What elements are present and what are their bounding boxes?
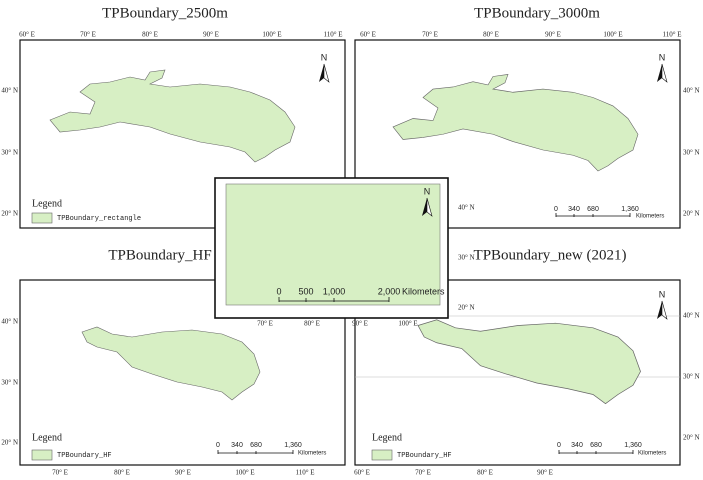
scale-label: 680 <box>587 206 599 213</box>
lon-label: 60° E <box>19 31 35 39</box>
panel-title: TPBoundary_new (2021) <box>474 247 627 263</box>
lat-label: 40° N <box>683 312 700 320</box>
lon-label: 70° E <box>257 320 273 328</box>
legend-swatch <box>31 449 53 461</box>
scale-label: 2,000 <box>378 286 401 296</box>
lat-label: 20° N <box>1 439 18 447</box>
scale-bar <box>555 213 631 217</box>
lon-label: 100° E <box>398 320 417 328</box>
scale-label: 340 <box>571 442 583 449</box>
legend-title: Legend <box>32 432 62 443</box>
lat-label: 20° N <box>1 210 18 218</box>
lat-label: 30° N <box>683 149 700 157</box>
lon-label: 70° E <box>415 469 431 477</box>
lon-label: 90° E <box>203 31 219 39</box>
legend-title: Legend <box>372 432 402 443</box>
lon-label: 80° E <box>114 469 130 477</box>
inset: 40° N 30° N 20° N 70° E 80° E 90° E 100°… <box>214 177 475 328</box>
lon-label: 90° E <box>537 469 553 477</box>
lon-label: 90° E <box>545 31 561 39</box>
north-arrow <box>657 64 662 82</box>
inset-rectangle <box>225 183 441 306</box>
legend-swatch <box>371 449 393 461</box>
lat-label: 40° N <box>1 318 18 326</box>
panel-title: TPBoundary_HF <box>108 247 211 263</box>
scale-label: 0 <box>557 442 561 449</box>
lon-label: 60° E <box>354 469 370 477</box>
scale-unit: Kilometers <box>402 286 445 296</box>
scale-unit: Kilometers <box>638 451 666 457</box>
scale-label: 680 <box>250 442 262 449</box>
scale-bar <box>558 450 634 454</box>
scale-label: 340 <box>568 206 580 213</box>
lat-label: 30° N <box>683 373 700 381</box>
legend-item: TPBoundary_rectangle <box>57 215 141 223</box>
scale-label: 0 <box>554 206 558 213</box>
lat-label: 30° N <box>458 254 475 262</box>
scale-bar <box>217 450 294 454</box>
lon-label: 100° E <box>603 31 622 39</box>
north-arrow <box>422 198 427 216</box>
north-arrow: N <box>659 52 666 62</box>
lat-label: 30° N <box>1 379 18 387</box>
scale-label: 500 <box>298 286 313 296</box>
lon-label: 60° E <box>360 31 376 39</box>
north-arrow <box>319 64 324 82</box>
north-arrow: N <box>321 52 328 62</box>
scale-unit: Kilometers <box>298 451 326 457</box>
lat-label: 20° N <box>683 210 700 218</box>
scale-label: 340 <box>231 442 243 449</box>
lat-label: 40° N <box>1 87 18 95</box>
north-arrow <box>426 197 433 217</box>
panel-title: TPBoundary_3000m <box>474 5 600 21</box>
lat-label: 40° N <box>683 87 700 95</box>
lon-label: 80° E <box>142 31 158 39</box>
scale-label: 1,360 <box>624 442 642 449</box>
lon-label: 100° E <box>262 31 281 39</box>
scale-label: 1,360 <box>621 206 639 213</box>
scale-unit: Kilometers <box>636 214 664 220</box>
north-arrow: N <box>424 186 431 196</box>
north-arrow <box>661 300 668 320</box>
lon-label: 70° E <box>52 469 68 477</box>
legend-item: TPBoundary_HF <box>57 452 112 460</box>
north-arrow: N <box>659 289 666 299</box>
lon-label: 90° E <box>175 469 191 477</box>
lon-label: 80° E <box>477 469 493 477</box>
scale-label: 0 <box>216 442 220 449</box>
scale-label: 680 <box>590 442 602 449</box>
legend-item: TPBoundary_HF <box>397 452 452 460</box>
scale-bar <box>278 297 390 302</box>
lat-label: 20° N <box>683 434 700 442</box>
lon-label: 70° E <box>422 31 438 39</box>
north-arrow <box>657 301 662 319</box>
legend-title: Legend <box>32 198 62 209</box>
lon-label: 70° E <box>80 31 96 39</box>
lon-label: 90° E <box>352 320 368 328</box>
lon-label: 80° E <box>483 31 499 39</box>
lon-label: 110° E <box>662 31 681 39</box>
scale-label: 0 <box>276 286 281 296</box>
lon-label: 110° E <box>323 31 342 39</box>
lon-label: 100° E <box>235 469 254 477</box>
scale-label: 1,000 <box>323 286 346 296</box>
north-arrow <box>323 63 330 83</box>
north-arrow <box>661 63 668 83</box>
panel-title: TPBoundary_2500m <box>102 5 228 21</box>
lat-label: 20° N <box>458 304 475 312</box>
scale-label: 1,360 <box>284 442 302 449</box>
lon-label: 110° E <box>295 469 314 477</box>
lon-label: 80° E <box>304 320 320 328</box>
legend-swatch <box>31 212 53 224</box>
lat-label: 40° N <box>458 204 475 212</box>
lat-label: 30° N <box>1 149 18 157</box>
